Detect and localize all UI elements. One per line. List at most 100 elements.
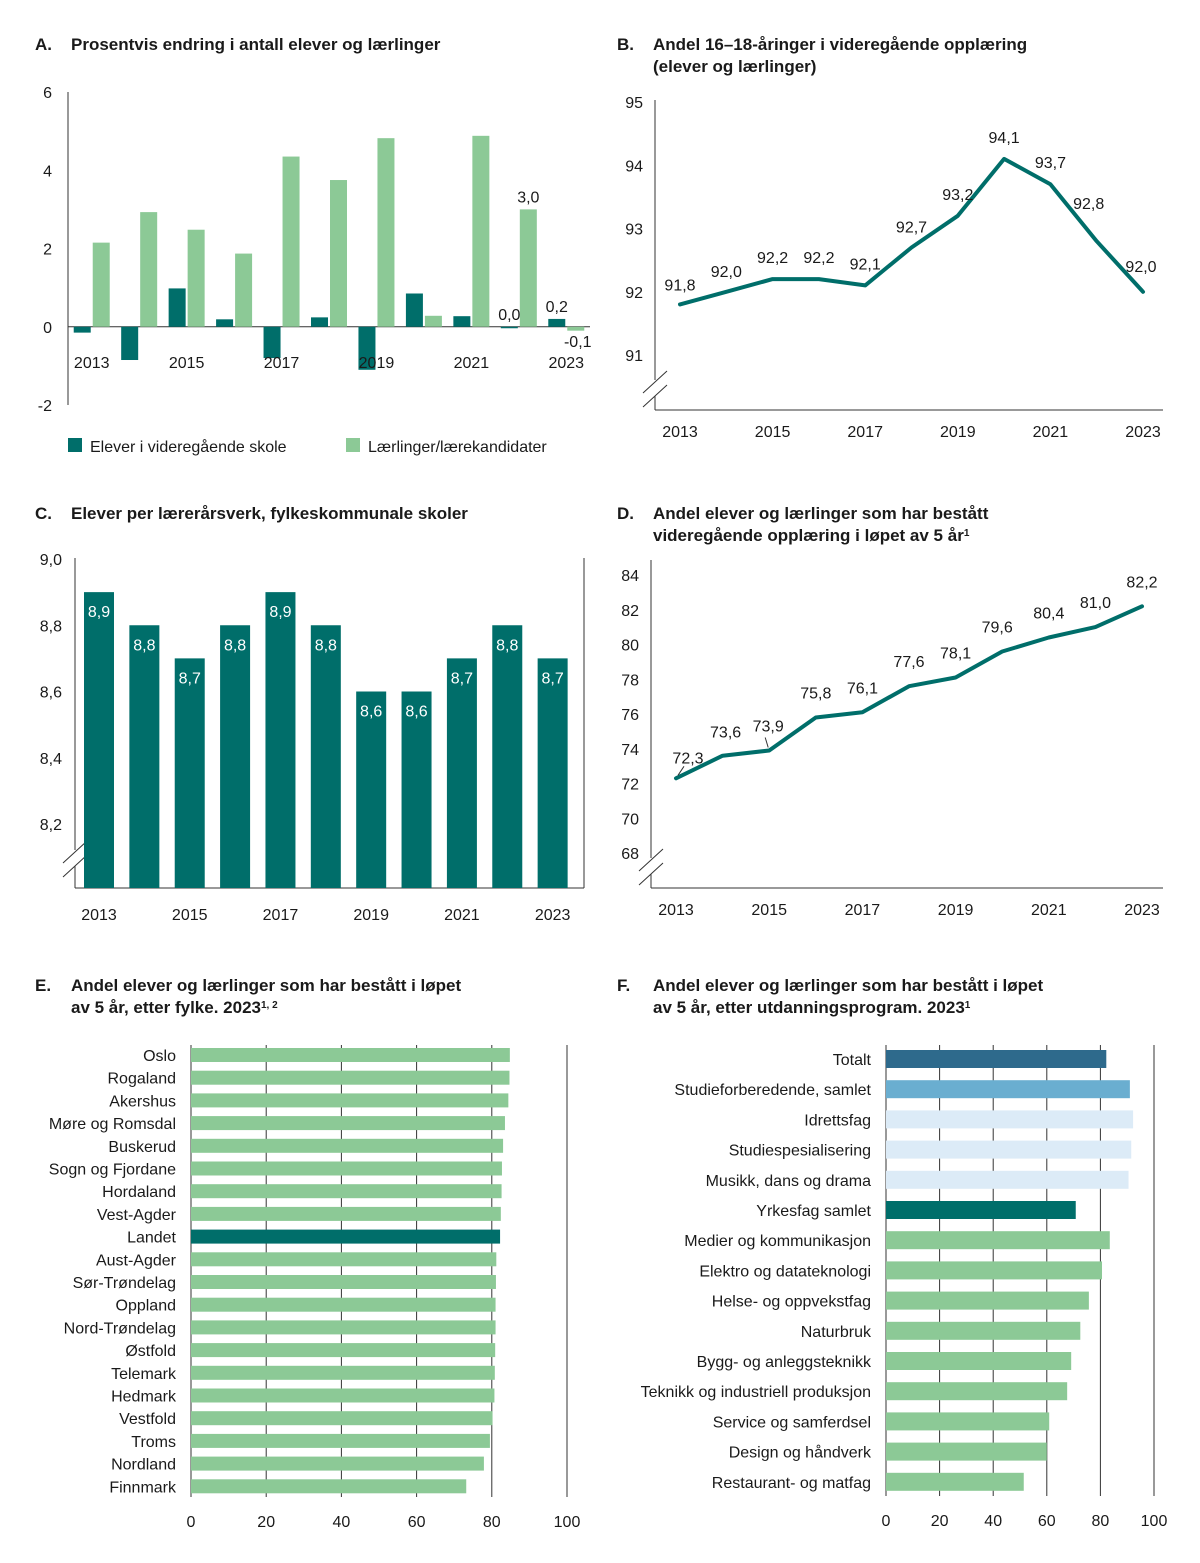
panel-d-y-tick: 72 [621,777,639,794]
panel-a-bar-laerlinger [187,229,205,327]
panel-f-x-tick: 40 [984,1513,1002,1530]
panel-f-bar [886,1231,1110,1250]
panel-f-x-tick: 60 [1038,1513,1056,1530]
panel-a-bar-laerlinger [567,326,585,331]
panel-a: A. Prosentvis endring i antall elever og … [35,35,592,456]
panel-d-leader-line [764,737,769,748]
panel-d-data-label: 78,1 [940,646,971,663]
panel-f-x-tick: 20 [931,1513,949,1530]
panel-c-bar [401,691,432,888]
panel-c-x-tick: 2017 [263,907,299,924]
panel-f-category-label: Studiespesialisering [729,1143,871,1160]
panel-e-category-label: Aust-Agder [96,1252,177,1269]
panel-f-category-label: Design og håndverk [729,1444,872,1462]
panel-a-bar-elever [311,317,328,327]
panel-f-category-label: Yrkesfag samlet [756,1203,871,1220]
panel-e-bar [191,1433,490,1448]
panel-e-bar [191,1138,504,1153]
panel-e-category-label: Møre og Romsdal [49,1116,176,1133]
panel-e-category-label: Sør-Trøndelag [73,1275,176,1292]
panel-c-y-tick: 8,2 [40,817,62,834]
panel-a-x-tick: 2015 [169,355,205,372]
panel-c-bar-label: 8,7 [451,670,473,687]
panel-a-x-tick: 2017 [264,355,300,372]
panel-c-y-tick: 8,4 [40,751,62,768]
panel-b-data-label: 92,1 [850,256,881,273]
panel-f-bar [886,1140,1132,1159]
panel-f-category-label: Teknikk og industriell produksjon [641,1384,871,1401]
panel-e-category-label: Hedmark [111,1389,177,1406]
panel-e: E. Andel elever og lærlinger som har best… [35,976,580,1531]
panel-e-bar [191,1343,496,1358]
panel-b-data-label: 93,2 [942,187,973,204]
panel-c-bar [265,592,296,888]
panel-d-data-label: 79,6 [982,619,1013,636]
panel-b-x-tick: 2015 [755,424,791,441]
panel-d-x-tick: 2013 [658,902,694,919]
panel-e-bar [191,1297,496,1312]
panel-c-letter: C. [35,504,52,523]
panel-f-category-label: Idrettsfag [804,1112,871,1129]
panel-a-data-label: 3,0 [517,189,539,206]
axis-break-mark [62,840,88,878]
panel-d-data-label: 82,2 [1126,574,1157,591]
panel-d-y-tick: 70 [621,811,639,828]
panel-f-title-line: Andel elever og lærlinger som har beståt… [653,976,1043,995]
panel-a-bar-laerlinger [377,138,395,327]
panel-d-title-line: videregående opplæring i løpet av 5 år1 [653,526,970,545]
panel-c-bar-label: 8,7 [542,670,564,687]
panel-a-bar-laerlinger [330,180,347,327]
panel-d-leader-line [677,766,685,776]
panel-b-x-tick: 2019 [940,424,976,441]
panel-a-y-tick: 4 [43,163,52,180]
panel-a-x-tick: 2019 [359,355,395,372]
panel-c-y-tick: 8,6 [40,685,62,702]
panel-c-bar [174,658,205,888]
legend-swatch-laerlinger [346,438,360,452]
panel-b-data-label: 92,8 [1073,196,1104,213]
panel-f-bar [886,1201,1076,1219]
panel-e-category-label: Hordaland [102,1184,176,1201]
panel-b-title-line: (elever og lærlinger) [653,57,816,76]
panel-d-y-tick: 74 [621,742,639,759]
panel-f-bar [886,1291,1089,1310]
panel-a-bar-laerlinger [92,242,110,327]
panel-a-bar-laerlinger [424,315,442,327]
panel-d-data-label: 77,6 [893,654,924,671]
panel-f-bar [886,1080,1130,1099]
panel-f-bar [886,1442,1047,1461]
panel-e-bar [191,1456,484,1471]
panel-b: B. Andel 16–18-åringer i videregående opp… [617,35,1163,441]
panel-c-x-tick: 2021 [444,907,480,924]
panel-e-category-label: Landet [127,1230,176,1247]
panel-f-bar [886,1321,1081,1340]
panel-a-data-label: 0,2 [546,299,568,316]
panel-c-bar [446,658,477,888]
panel-a-y-tick: -2 [38,398,52,415]
panel-e-category-label: Buskerud [108,1139,176,1156]
panel-e-category-label: Oppland [116,1298,177,1315]
panel-f-category-label: Medier og kommunikasjon [684,1233,871,1250]
panel-f-bar [886,1110,1134,1129]
panel-e-category-label: Nordland [111,1457,176,1474]
panel-f-bar [886,1472,1024,1491]
panel-b-title-line: Andel 16–18-åringer i videregående opplæ… [653,35,1027,54]
panel-c-y-tick: 9,0 [40,552,62,569]
panel-d-x-tick: 2023 [1124,902,1160,919]
panel-a-bar-elever [216,319,234,327]
panel-c-bar [356,691,387,888]
panel-a-y-tick: 0 [43,320,52,337]
panel-e-category-label: Rogaland [108,1071,177,1088]
panel-e-bar [191,1116,505,1131]
panel-e-bar [191,1093,509,1108]
panel-a-bar-laerlinger [519,209,537,327]
panel-e-x-tick: 20 [257,1514,275,1531]
panel-e-category-label: Vest-Agder [97,1207,177,1224]
panel-c-bar [129,625,160,888]
panel-c-bar [537,658,568,888]
panel-c-bar-label: 8,9 [269,604,291,621]
panel-c-bar-label: 8,7 [179,670,201,687]
panel-a-bar-elever [73,326,91,333]
panel-c-bar [220,625,251,888]
